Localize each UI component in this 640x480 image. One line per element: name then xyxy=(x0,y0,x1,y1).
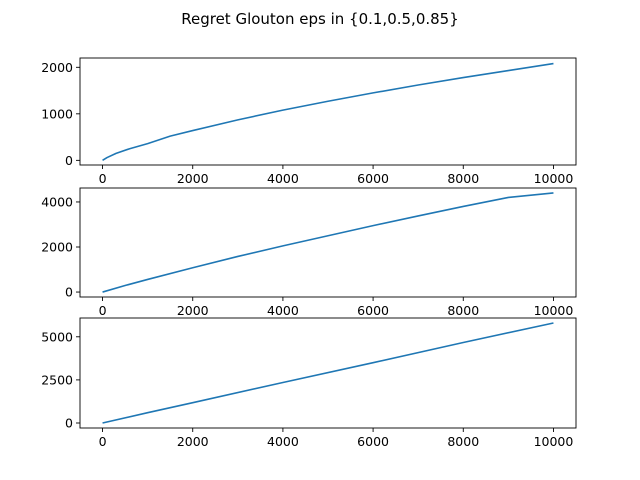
figure-title: Regret Glouton eps in {0.1,0.5,0.85} xyxy=(181,10,459,28)
subplot-1: 0 2000 4000 6000 8000 10000 0 1000 2000 xyxy=(41,57,577,186)
y-tick-label: 0 xyxy=(65,416,73,431)
x-tick-label: 6000 xyxy=(357,434,389,449)
axes-frame-1 xyxy=(79,57,577,166)
x-tick-label: 4000 xyxy=(267,171,299,186)
x-tick-label: 2000 xyxy=(177,303,209,318)
subplot-3: 0 2000 4000 6000 8000 10000 0 2500 5000 xyxy=(41,317,577,449)
y-tick-label: 4000 xyxy=(41,194,73,209)
x-tick-label: 10000 xyxy=(534,434,574,449)
x-tick-label: 6000 xyxy=(357,171,389,186)
x-tick-label: 0 xyxy=(99,303,107,318)
x-tick-label: 8000 xyxy=(447,434,479,449)
x-tick-label: 8000 xyxy=(447,303,479,318)
axes-frame-3 xyxy=(79,317,577,429)
x-tick-label: 6000 xyxy=(357,303,389,318)
x-tick-label: 10000 xyxy=(534,171,574,186)
x-tick-label: 0 xyxy=(99,171,107,186)
y-tick-label: 0 xyxy=(65,285,73,300)
x-tick-label: 2000 xyxy=(177,434,209,449)
subplot-2: 0 2000 4000 6000 8000 10000 0 2000 4000 xyxy=(41,187,577,318)
y-tick-label: 2500 xyxy=(41,372,73,387)
series-line-3-1 xyxy=(102,322,554,424)
x-tick-label: 4000 xyxy=(267,434,299,449)
y-tick-label: 0 xyxy=(65,153,73,168)
y-tick-label: 5000 xyxy=(41,329,73,344)
y-tick-label: 2000 xyxy=(41,60,73,75)
x-tick-label: 10000 xyxy=(534,303,574,318)
subplots: 0 2000 4000 6000 8000 10000 0 1000 2000 0 2000 4000… xyxy=(41,57,577,449)
x-tick-label: 4000 xyxy=(267,303,299,318)
y-tick-label: 1000 xyxy=(41,106,73,121)
x-tick-label: 8000 xyxy=(447,171,479,186)
x-tick-label: 0 xyxy=(99,434,107,449)
axes-frame-2 xyxy=(79,187,577,298)
y-tick-label: 2000 xyxy=(41,240,73,255)
series-line-1-1 xyxy=(102,62,554,162)
x-tick-label: 2000 xyxy=(177,171,209,186)
series-line-2-1 xyxy=(102,192,554,293)
